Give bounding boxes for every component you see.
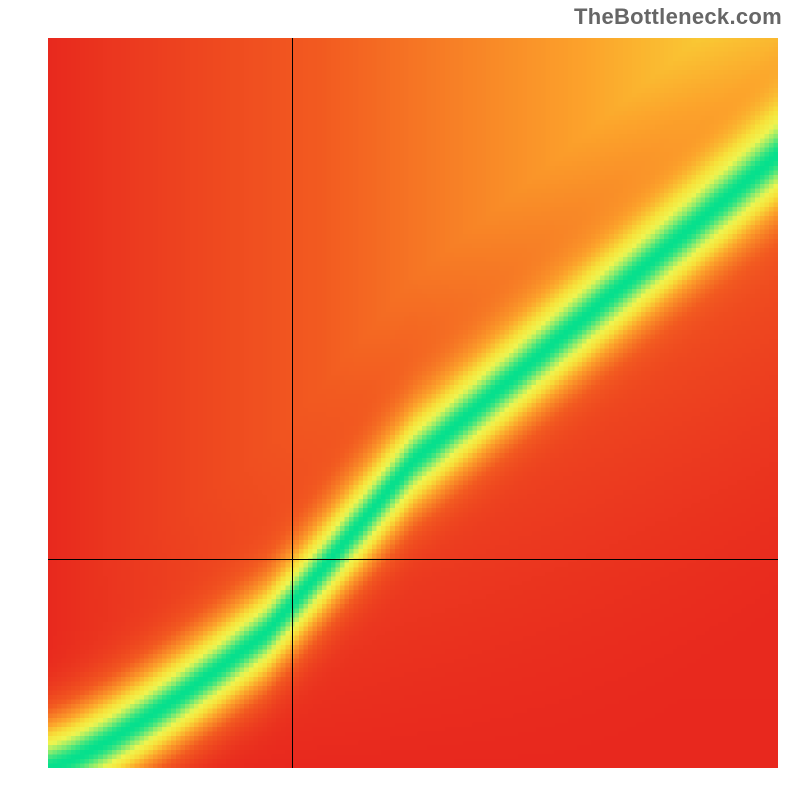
- crosshair-vertical: [292, 38, 293, 768]
- bottleneck-heatmap: [48, 38, 778, 768]
- watermark-text: TheBottleneck.com: [574, 4, 782, 30]
- heatmap-canvas: [48, 38, 778, 768]
- crosshair-horizontal: [48, 559, 778, 560]
